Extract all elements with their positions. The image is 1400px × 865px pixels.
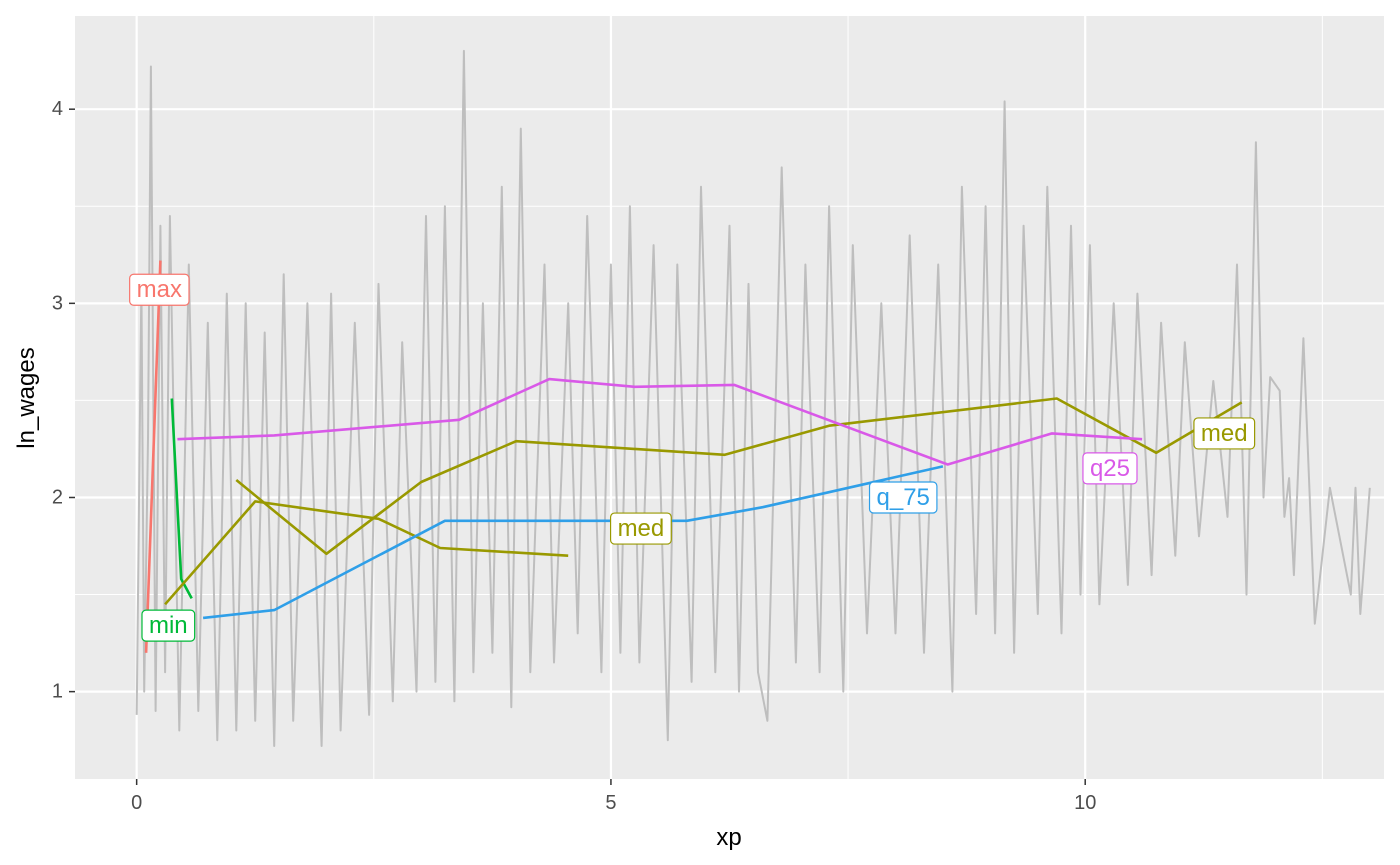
x-tick-label: 0: [131, 792, 142, 814]
series-label-med: med: [609, 512, 672, 545]
y-tick-label: 1: [52, 681, 63, 703]
series-line-min: [170, 398, 193, 600]
y-axis-title: ln_wages: [13, 347, 40, 448]
minor-gridlines: [75, 16, 1384, 779]
x-axis-title: xp: [716, 824, 741, 851]
series-label-text: q25: [1090, 455, 1130, 482]
y-axis-ticks: 1 2 3 4: [52, 98, 75, 703]
series-line-med: [235, 397, 1243, 556]
x-tick-label: 10: [1074, 792, 1096, 814]
series-label-q-75: q_75: [868, 481, 938, 514]
series-line-q-75: [202, 465, 944, 620]
series-line-max: [144, 260, 162, 653]
series-line-med: [164, 500, 569, 606]
y-tick-label: 2: [52, 486, 63, 508]
summary-series: [144, 260, 1243, 653]
series-label-text: max: [137, 276, 182, 303]
series-line-q25: [177, 377, 1143, 466]
series-label-text: q_75: [877, 484, 930, 511]
series-label-q25: q25: [1082, 452, 1138, 485]
series-label-min: min: [141, 609, 196, 642]
series-label-text: med: [618, 515, 665, 542]
individual-trajectories: [135, 49, 1371, 747]
background-trajectory-line: [135, 49, 1371, 747]
y-tick-label: 3: [52, 292, 63, 314]
series-labels: max min med med q_75 q25: [129, 273, 1256, 642]
y-tick-label: 4: [52, 98, 63, 120]
x-axis-ticks: 0 5 10: [131, 779, 1096, 814]
series-label-max: max: [129, 273, 190, 306]
series-label-text: min: [149, 612, 188, 639]
series-label-text: med: [1201, 420, 1248, 447]
x-tick-label: 5: [605, 792, 616, 814]
series-label-med: med: [1193, 417, 1256, 450]
